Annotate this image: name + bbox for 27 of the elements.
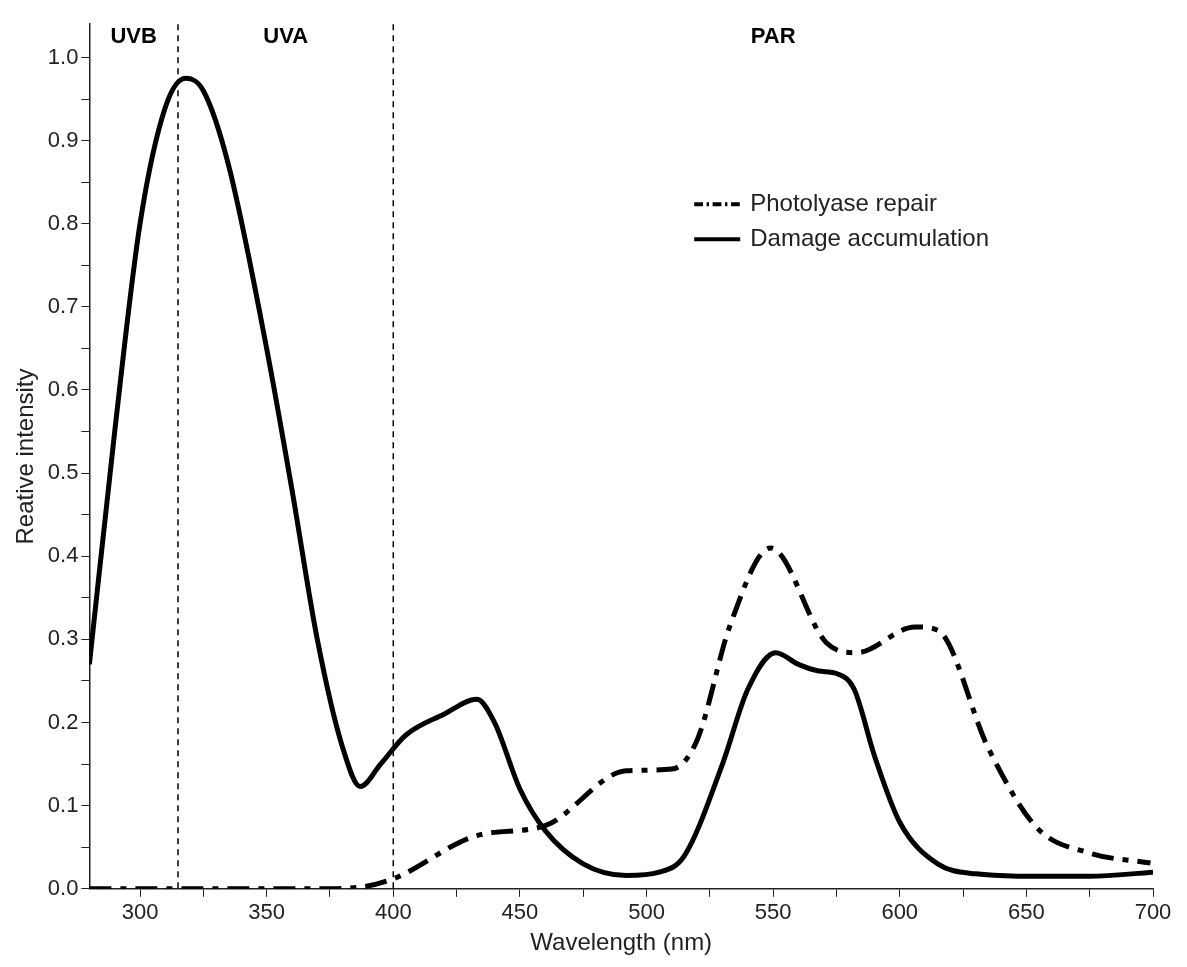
x-tick-label: 700 [1134, 899, 1172, 925]
y-tick-label: 0.5 [47, 459, 79, 485]
y-tick-label: 1.0 [47, 43, 79, 69]
y-tick-label: 0.9 [47, 126, 79, 152]
x-axis-title: Wavelength (nm) [530, 928, 713, 956]
x-tick-label: 600 [881, 899, 919, 925]
y-tick-label: 0.3 [47, 625, 79, 651]
x-tick-label: 400 [374, 899, 412, 925]
legend-label: Photolyase repair [750, 188, 937, 216]
legend-label: Damage accumulation [750, 223, 989, 251]
y-tick-label: 0.0 [47, 874, 79, 900]
x-tick-label: 350 [248, 899, 286, 925]
x-tick-label: 300 [121, 899, 159, 925]
y-tick-label: 0.8 [47, 209, 79, 235]
y-tick-label: 0.1 [47, 791, 79, 817]
annotation: UVB [110, 23, 157, 49]
annotation: UVA [263, 23, 309, 49]
y-tick-label: 0.2 [47, 708, 79, 734]
y-axis-title: Reative intensity [11, 368, 39, 545]
x-tick-label: 650 [1008, 899, 1045, 925]
x-tick-label: 500 [628, 899, 665, 925]
x-tick-label: 550 [754, 899, 792, 925]
y-tick-label: 0.7 [47, 292, 79, 318]
annotation: PAR [750, 23, 796, 49]
y-tick-label: 0.6 [47, 376, 79, 402]
x-tick-label: 450 [501, 899, 539, 925]
y-tick-label: 0.4 [47, 542, 79, 568]
